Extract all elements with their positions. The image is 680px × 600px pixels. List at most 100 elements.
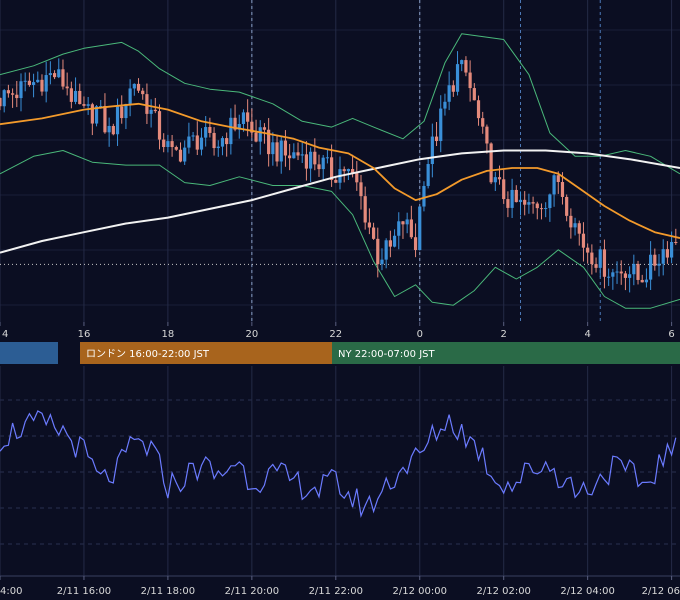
candle-body [10,93,15,95]
candle [183,140,187,165]
candle [644,268,649,288]
candle [665,241,670,264]
candle-body [220,138,225,147]
candle-body [468,72,472,89]
candle-body [350,169,355,173]
candle-body [128,88,132,104]
candle [514,185,518,203]
candle [174,145,178,151]
candle [527,193,531,214]
candle-body [162,139,166,147]
candle [136,78,141,93]
candle-body [518,199,523,203]
candle-body [481,118,485,127]
candle-body [36,79,40,83]
candle [594,257,598,273]
candle [460,59,464,72]
candle-body [577,223,581,234]
candle [250,108,254,138]
candle-body [0,97,2,107]
price-chart[interactable]: 4 16 18 20 22 0 2 4 6 ロンドン 16:00-22:00 JST NY 22:… [0,0,680,366]
candle [355,161,359,191]
oscillator-axis-tick-label: 2/12 00:00 [393,586,447,597]
candle-body [90,104,94,124]
candle [208,117,212,138]
candle [237,114,241,139]
candle [598,248,602,278]
candle-body [464,60,468,73]
candle [309,147,313,182]
oscillator-grid [0,366,680,576]
candle-body [78,90,82,105]
oscillator-axis-tick-label: 2/11 22:00 [309,586,363,597]
candle-body [615,271,619,273]
candle [611,268,615,290]
candle [413,223,418,258]
candle-body [355,172,359,183]
candle-body [506,199,510,208]
candle [518,191,523,216]
candle-body [225,138,229,145]
candle [44,61,48,103]
candles [0,51,678,293]
candle-body [569,215,573,228]
candle-body [204,127,208,138]
price-axis-tick-label: 6 [668,329,674,340]
candle-body [187,136,191,148]
candle-body [6,90,10,94]
candle-body [607,276,611,278]
candle [451,80,455,97]
candle [153,97,157,114]
price-axis-tick-label: 2 [501,329,507,340]
bollinger-bands [0,33,680,309]
candle-body [565,196,569,216]
candle [225,132,229,157]
candle [120,95,124,124]
oscillator-axis-tick-label: 4:00 [0,586,22,597]
candle-body [31,82,36,85]
candle [124,103,128,130]
candle-body [73,90,78,102]
candle [464,56,468,77]
candle [443,93,447,116]
candle-body [170,141,174,148]
candle-body [27,80,31,85]
oscillator-background [0,366,680,600]
candle [418,206,422,251]
candle [544,202,548,218]
candle-body [195,135,199,150]
candle-body [497,177,502,180]
price-axis-tick-label: 4 [2,329,8,340]
candle [300,142,304,164]
candle-body [132,83,136,89]
candle [258,120,262,155]
price-axis-tick-label: 0 [417,329,423,340]
candle-body [258,127,262,142]
candle-body [271,142,275,155]
candle [397,212,401,250]
candle [191,131,195,141]
candle [233,104,237,132]
candle-body [191,135,195,137]
candle [271,132,275,166]
candle-body [94,106,99,124]
candle-body [115,106,120,135]
candle [388,230,392,258]
candle-body [166,141,170,147]
session-tokyo [0,342,58,364]
candle [371,222,376,240]
candle-body [674,241,678,243]
candle [304,141,309,181]
candle [439,95,443,153]
candle [359,174,363,210]
candle-body [455,64,460,92]
candle [15,80,19,108]
candle [392,229,397,248]
oscillator-chart[interactable]: 4:00 2/11 16:00 2/11 18:00 2/11 20:00 2/11 2… [0,366,680,600]
candle-body [334,179,338,183]
candle-body [535,203,539,209]
candle-body [380,259,384,265]
candle [506,191,510,218]
candle-body [485,126,489,144]
candle [376,227,380,278]
